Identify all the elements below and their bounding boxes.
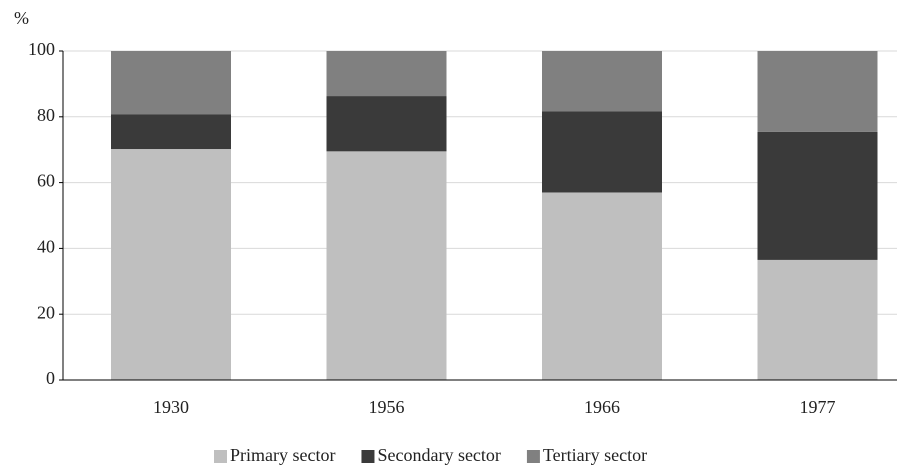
legend-swatch — [526, 450, 540, 463]
bar-segment — [757, 51, 878, 132]
bar-segment — [326, 151, 447, 380]
x-tick-label: 1966 — [584, 397, 620, 417]
bar-segment — [757, 259, 878, 380]
y-axis-label: % — [14, 8, 29, 28]
y-tick-label: 80 — [37, 105, 55, 125]
bar-segment — [326, 96, 447, 152]
y-tick-label: 40 — [37, 237, 55, 257]
bar-segment — [326, 51, 447, 97]
legend-swatch — [361, 450, 375, 463]
y-tick-label: 60 — [37, 171, 55, 191]
x-tick-label: 1977 — [800, 397, 836, 417]
bar-segment — [111, 114, 231, 150]
bar-segment — [111, 149, 231, 380]
y-tick-label: 0 — [46, 368, 55, 388]
legend-swatch — [214, 450, 227, 463]
legend-label: Tertiary sector — [543, 445, 647, 465]
bar-segment — [542, 111, 662, 193]
x-tick-label: 1956 — [369, 397, 405, 417]
bar-segment — [542, 192, 662, 380]
bar-segment — [757, 131, 878, 260]
x-tick-label: 1930 — [153, 397, 189, 417]
legend-label: Secondary sector — [377, 445, 500, 465]
legend-label: Primary sector — [230, 445, 335, 465]
y-tick-label: 100 — [28, 39, 55, 59]
y-tick-label: 20 — [37, 302, 55, 322]
bar-segment — [111, 51, 231, 115]
bar-segment — [542, 51, 662, 112]
